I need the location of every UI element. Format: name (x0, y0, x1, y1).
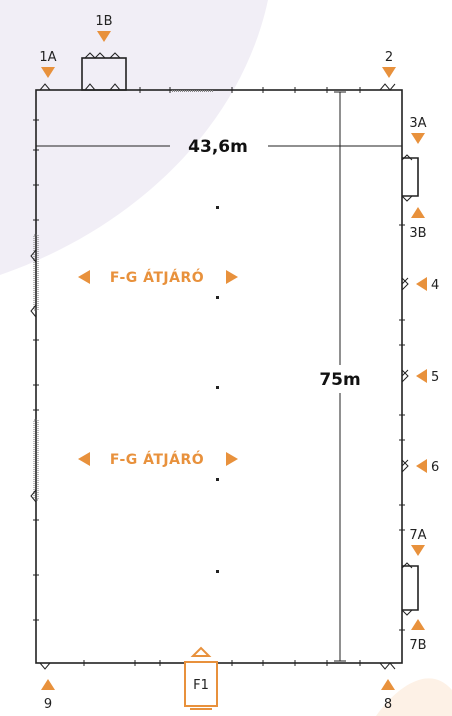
gate-label-4: 4 (431, 278, 439, 293)
loading-dock-7 (402, 565, 419, 611)
passage-label-upper: F-G ÁTJÁRÓ (110, 268, 204, 286)
gate-label-7a: 7A (409, 528, 426, 543)
gate-label-1a: 1A (39, 50, 56, 65)
triangle-marker-icon (382, 67, 396, 78)
arrow-right-icon (226, 270, 238, 284)
arrow-right-icon (226, 452, 238, 466)
gate-label-f1: F1 (193, 678, 209, 693)
top-wall-ticks (139, 87, 361, 93)
width-dimension-line (35, 140, 403, 152)
left-window-lower (33, 419, 39, 501)
dock-door-symbols (39, 52, 396, 670)
triangle-marker-icon (411, 545, 425, 556)
gate-label-7b: 7B (409, 638, 426, 653)
gate-label-9: 9 (44, 697, 52, 712)
hall-outline (35, 89, 403, 664)
triangle-marker-icon (416, 369, 427, 383)
right-wall-ticks (399, 224, 405, 631)
gate-label-6: 6 (431, 460, 439, 475)
triangle-marker-icon (411, 619, 425, 630)
left-window-upper (33, 234, 39, 311)
triangle-marker-icon (190, 646, 212, 657)
gate-label-3a: 3A (409, 116, 426, 131)
background-blob-right (376, 678, 452, 716)
gate-label-3b: 3B (409, 226, 426, 241)
length-dimension-label: 75m (319, 370, 360, 390)
gate-label-5: 5 (431, 370, 439, 385)
dock-3-door-symbols (401, 154, 413, 202)
passage-label-lower: F-G ÁTJÁRÓ (110, 450, 204, 468)
side-door-symbols (30, 249, 409, 503)
gate-label-8: 8 (384, 697, 392, 712)
triangle-marker-icon (381, 679, 395, 690)
dock-7-door-symbols (401, 562, 413, 616)
triangle-marker-icon (41, 679, 55, 690)
width-dimension-label: 43,6m (188, 137, 248, 157)
triangle-marker-icon (97, 31, 111, 42)
triangle-marker-icon (416, 277, 427, 291)
gate-label-2: 2 (385, 50, 393, 65)
passage-lower: F-G ÁTJÁRÓ (78, 450, 238, 468)
triangle-marker-icon (411, 133, 425, 144)
arrow-left-icon (78, 452, 90, 466)
loading-dock-3 (402, 157, 419, 197)
triangle-marker-icon (411, 207, 425, 218)
length-dimension-line (334, 91, 346, 662)
loading-dock-1b (81, 57, 127, 91)
triangle-marker-icon (41, 67, 55, 78)
background-blob-left (0, 0, 268, 275)
passage-upper: F-G ÁTJÁRÓ (78, 268, 238, 286)
bottom-wall-ticks (83, 660, 361, 666)
gate-label-1b: 1B (95, 14, 112, 29)
column-dots (216, 206, 219, 573)
entrance-f1-box (184, 661, 218, 707)
triangle-marker-icon (416, 459, 427, 473)
arrow-left-icon (78, 270, 90, 284)
